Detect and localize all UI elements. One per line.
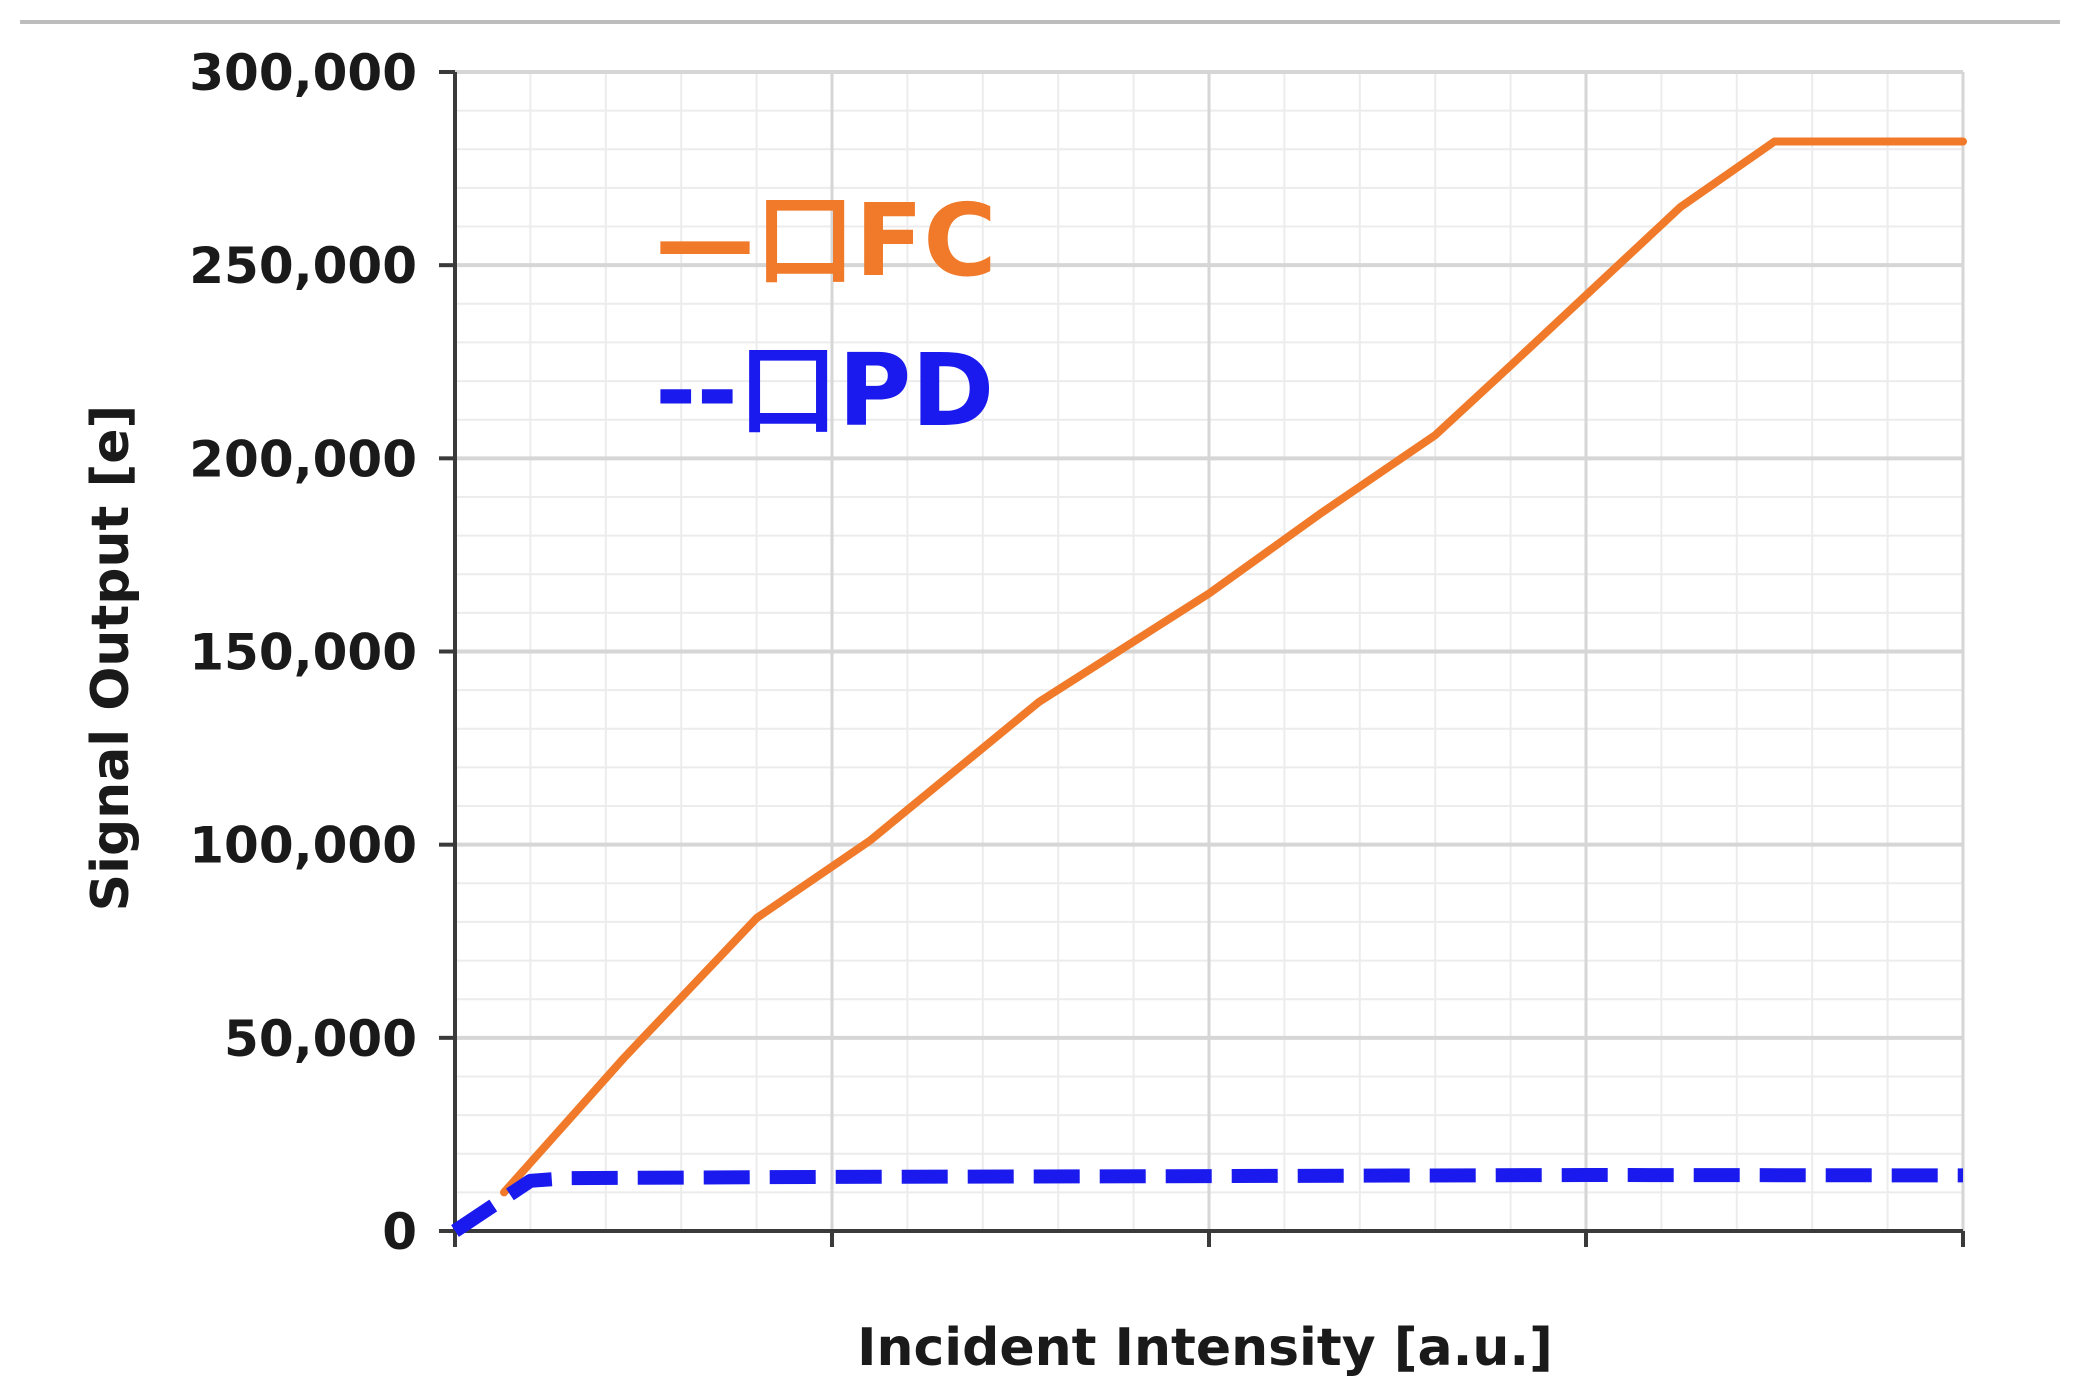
major-gridlines [455, 70, 1965, 1231]
y-tick-label: 200,000 [189, 430, 417, 488]
series-layer [451, 137, 1967, 1237]
y-tick-label: 100,000 [189, 817, 417, 875]
y-tick-label: 300,000 [189, 44, 417, 102]
series-line-fc [500, 137, 1967, 1197]
x-axis-title: Incident Intensity [a.u.] [857, 1318, 1553, 1378]
y-axis-title: Signal Output [e] [81, 405, 141, 912]
y-tick-labels: 0 50,000 100,000 150,000 200,000 250,000 300,0… [189, 44, 417, 1261]
series-line-pd [451, 1168, 1964, 1237]
legend-item-pd: --口PD [655, 332, 994, 449]
axes [439, 70, 1965, 1247]
legend-item-fc: —口FC [655, 182, 997, 299]
y-tick-label: 0 [382, 1203, 417, 1261]
y-tick-label: 150,000 [189, 624, 417, 682]
legend: —口FC --口PD [655, 182, 997, 449]
y-tick-label: 250,000 [189, 237, 417, 295]
y-tick-label: 50,000 [224, 1010, 417, 1068]
